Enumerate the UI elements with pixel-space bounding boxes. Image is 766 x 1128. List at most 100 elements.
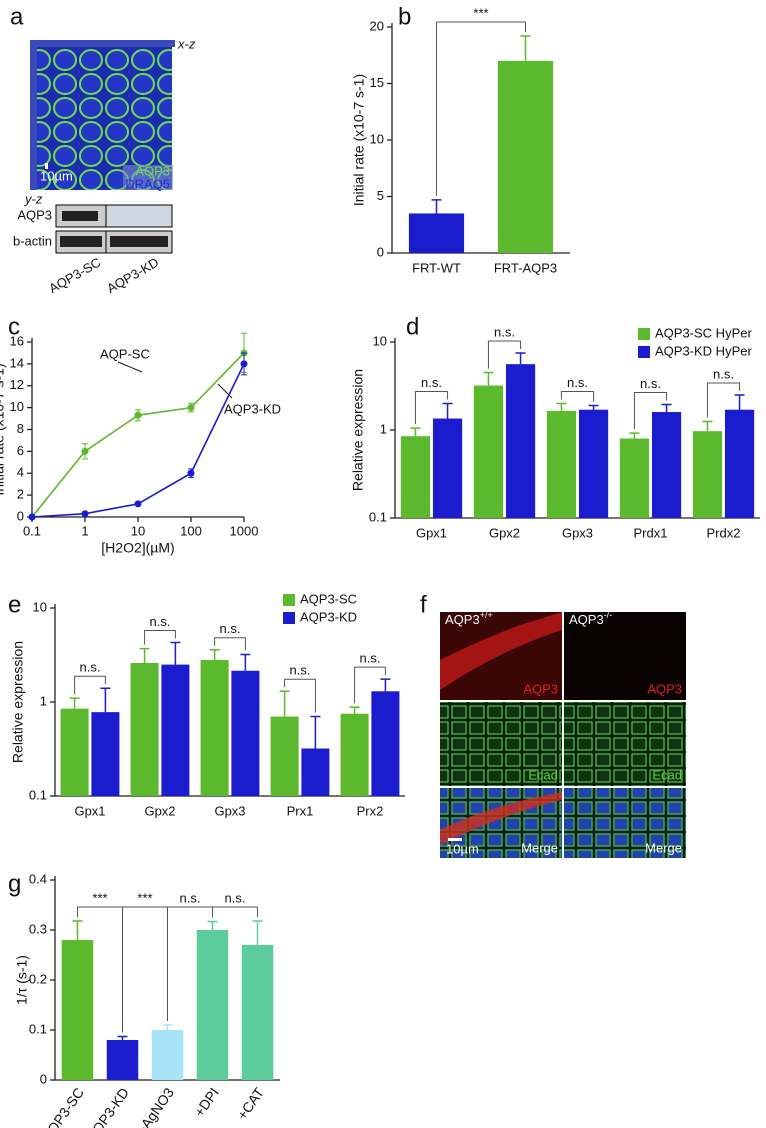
point	[134, 411, 142, 419]
x-tick-label: Gpx1	[416, 525, 447, 540]
significance-bracket	[77, 906, 258, 917]
bar	[60, 708, 89, 796]
blot-lane-label: AQP3-KD	[104, 255, 161, 297]
genotype-sup: +/+	[480, 610, 493, 620]
legend-label: AQP3-KD HyPer	[655, 343, 752, 358]
x-tick-label: Gpx3	[214, 803, 245, 818]
error-bar	[69, 697, 80, 709]
bar	[400, 436, 431, 518]
legend-swatch	[638, 346, 650, 358]
significance-label: n.s.	[220, 621, 241, 636]
x-tick-label: Prdx2	[707, 525, 741, 540]
y-tick-label: 10	[370, 131, 384, 146]
genotype: AQP3	[445, 612, 480, 627]
significance-label: n.s.	[80, 660, 101, 675]
x-tick-label: FRT-AQP3	[494, 260, 557, 275]
y-tick-label: 0.1	[29, 787, 47, 802]
column-label: AQP3-/-	[569, 610, 612, 627]
bar	[196, 930, 229, 1080]
x-tick-label: Gpx3	[562, 525, 593, 540]
x-tick-label: 10	[131, 523, 145, 538]
y-tick-label: 15	[370, 75, 384, 90]
x-tick-label: +DPI	[191, 1085, 222, 1120]
significance-label: n.s.	[640, 376, 661, 391]
y-tick-label: 0.2	[29, 971, 47, 986]
bar	[619, 438, 650, 518]
y-tick-label: 4	[17, 465, 24, 480]
bar	[61, 940, 94, 1080]
point	[134, 500, 142, 508]
legend-label: AQP3-KD	[300, 609, 357, 624]
bar	[578, 409, 609, 518]
significance-label: n.s.	[494, 324, 515, 339]
x-tick-label: Prx1	[287, 803, 314, 818]
bar	[724, 409, 755, 518]
point	[28, 513, 36, 521]
bar	[91, 712, 120, 796]
significance-bracket	[354, 666, 386, 704]
error-bar	[240, 653, 251, 671]
leader-line	[217, 383, 233, 399]
series-label: AQP3-KD	[224, 401, 281, 416]
genotype-sup: -/-	[604, 610, 613, 620]
y-tick-label: 10	[373, 333, 387, 348]
significance-label: n.s.	[567, 375, 588, 390]
error-bar	[702, 420, 713, 432]
stain-label: AQP3	[135, 163, 170, 178]
significance-label: n.s.	[150, 614, 171, 629]
panel-letter: g	[8, 870, 21, 897]
legend-swatch	[638, 328, 650, 340]
significance-label: n.s.	[290, 663, 311, 678]
x-tick-label: Gpx2	[144, 803, 175, 818]
bar	[692, 431, 723, 518]
bar	[301, 748, 330, 796]
significance-bracket	[74, 675, 106, 695]
error-bar	[483, 371, 494, 386]
error-bar	[380, 678, 391, 692]
bar	[432, 418, 463, 518]
stain-label: DRAQ5	[125, 176, 170, 191]
error-bar	[162, 1024, 173, 1030]
error-bar	[170, 641, 181, 665]
bar	[130, 662, 159, 796]
scale-label: 10µm	[40, 168, 73, 183]
y-tick-label: 0.3	[29, 921, 47, 936]
panel-letter: c	[8, 313, 20, 340]
y-tick-label: 0	[17, 508, 24, 523]
x-tick-label: Prx2	[357, 803, 384, 818]
significance-label: n.s.	[713, 366, 734, 381]
error-bar	[442, 402, 453, 419]
significance-bracket	[706, 382, 741, 418]
x-tick-label: 0.1	[23, 523, 41, 538]
y-axis-label: Relative expression	[10, 641, 26, 763]
bar	[651, 412, 682, 518]
bar	[408, 213, 465, 253]
y-tick-label: 1	[40, 693, 47, 708]
significance-label: n.s.	[360, 651, 381, 666]
row-label: AQP3	[523, 681, 558, 696]
row-label: Merge	[645, 840, 682, 855]
error-bar	[139, 647, 150, 663]
bar	[270, 716, 299, 796]
legend-swatch	[283, 594, 295, 606]
bar	[106, 1040, 139, 1080]
bar	[241, 945, 274, 1080]
y-axis-label: Initial rate (x10-7 s-1)	[0, 363, 7, 495]
micrograph-a	[30, 40, 175, 254]
y-tick-label: 10	[10, 399, 24, 414]
y-tick-label: 10	[33, 599, 47, 614]
significance-bracket	[436, 21, 526, 196]
blot-lane-label: AQP3-SC	[46, 255, 103, 297]
y-tick-label: 14	[10, 355, 24, 370]
row-label: AQP3	[647, 681, 682, 696]
blot-row-label: b-actin	[13, 233, 52, 248]
bar	[371, 691, 400, 796]
bar	[151, 1030, 184, 1080]
error-bar	[209, 648, 220, 660]
point	[240, 360, 248, 368]
blot-row-label: AQP3	[17, 207, 52, 222]
y-tick-label: 2	[17, 487, 24, 502]
error-bar	[100, 687, 111, 713]
y-tick-label: 16	[10, 333, 24, 348]
